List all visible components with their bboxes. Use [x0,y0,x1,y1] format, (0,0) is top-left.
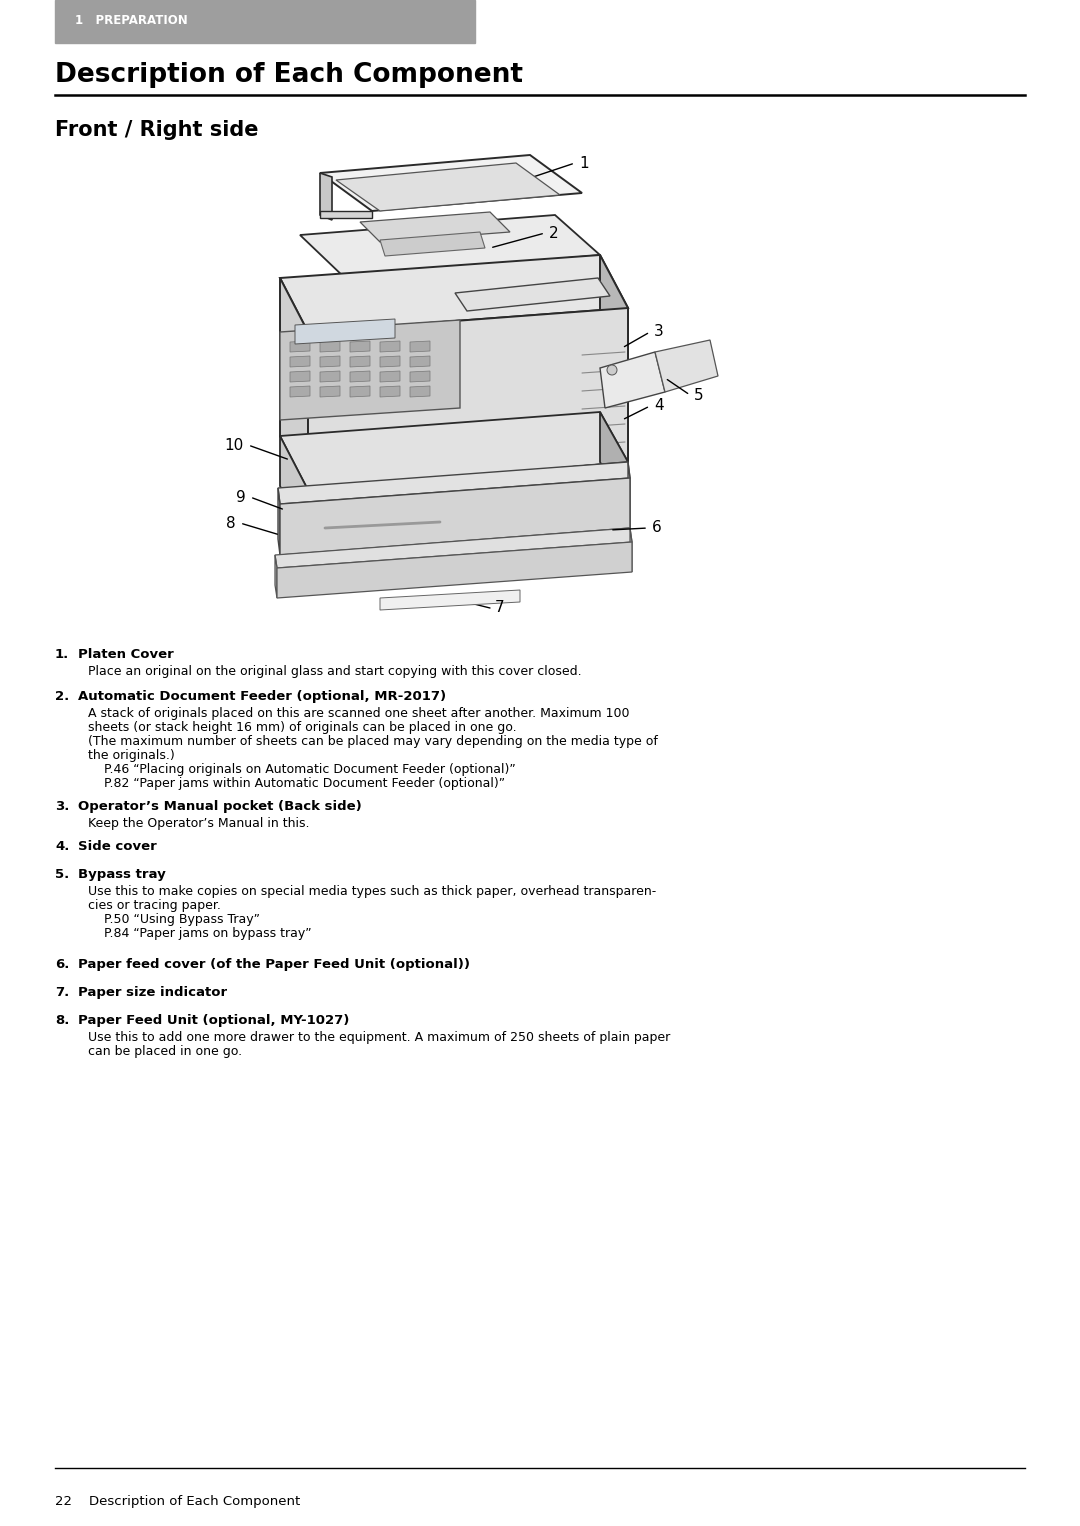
Text: Paper size indicator: Paper size indicator [78,986,227,1000]
Polygon shape [278,488,280,555]
Polygon shape [380,340,400,353]
Polygon shape [455,278,610,311]
Text: 2.: 2. [55,690,69,703]
Text: P.46 “Placing originals on Automatic Document Feeder (optional)”: P.46 “Placing originals on Automatic Doc… [87,763,516,777]
Polygon shape [350,340,370,353]
Text: Operator’s Manual pocket (Back side): Operator’s Manual pocket (Back side) [78,800,362,813]
Polygon shape [380,356,400,366]
Polygon shape [280,320,460,420]
Text: cies or tracing paper.: cies or tracing paper. [87,899,221,913]
Text: 7: 7 [495,601,504,615]
Polygon shape [410,356,430,366]
Text: Automatic Document Feeder (optional, MR-2017): Automatic Document Feeder (optional, MR-… [78,690,446,703]
Text: Use this to make copies on special media types such as thick paper, overhead tra: Use this to make copies on special media… [87,885,657,897]
Polygon shape [295,319,395,343]
Polygon shape [320,172,332,220]
Polygon shape [350,356,370,366]
Polygon shape [380,591,519,610]
Text: 8.: 8. [55,1013,69,1027]
Polygon shape [280,478,630,555]
Text: 8: 8 [227,516,237,531]
Text: P.50 “Using Bypass Tray”: P.50 “Using Bypass Tray” [87,913,260,926]
Polygon shape [320,386,340,397]
Polygon shape [280,436,308,540]
Text: Front / Right side: Front / Right side [55,121,258,140]
Text: 10: 10 [225,438,244,453]
Polygon shape [350,386,370,397]
Text: Paper feed cover (of the Paper Feed Unit (optional)): Paper feed cover (of the Paper Feed Unit… [78,958,470,971]
Text: 3: 3 [654,325,664,339]
Polygon shape [320,371,340,382]
Text: 4.: 4. [55,839,69,853]
Polygon shape [410,386,430,397]
Text: 1   PREPARATION: 1 PREPARATION [75,15,188,27]
Text: P.82 “Paper jams within Automatic Document Feeder (optional)”: P.82 “Paper jams within Automatic Docume… [87,777,505,790]
Text: 6.: 6. [55,958,69,971]
Polygon shape [280,278,308,490]
Polygon shape [280,255,627,333]
Text: Place an original on the original glass and start copying with this cover closed: Place an original on the original glass … [87,665,582,678]
Text: Platen Cover: Platen Cover [78,649,174,661]
Polygon shape [630,528,632,572]
Polygon shape [320,156,582,211]
Text: (The maximum number of sheets can be placed may vary depending on the media type: (The maximum number of sheets can be pla… [87,736,658,748]
Text: 7.: 7. [55,986,69,1000]
Polygon shape [300,215,600,278]
Text: Use this to add one more drawer to the equipment. A maximum of 250 sheets of pla: Use this to add one more drawer to the e… [87,1032,671,1044]
Polygon shape [336,163,561,211]
Polygon shape [308,462,627,540]
Text: 22    Description of Each Component: 22 Description of Each Component [55,1495,300,1508]
Text: 4: 4 [654,398,663,414]
Polygon shape [360,212,510,243]
Polygon shape [600,412,627,513]
Text: 2: 2 [549,226,558,241]
Polygon shape [291,371,310,382]
Polygon shape [410,371,430,382]
Text: Paper Feed Unit (optional, MY-1027): Paper Feed Unit (optional, MY-1027) [78,1013,349,1027]
Polygon shape [278,462,630,504]
Polygon shape [308,308,627,490]
Text: 5: 5 [694,388,704,403]
Polygon shape [291,340,310,353]
Text: 3.: 3. [55,800,69,813]
Polygon shape [276,542,632,598]
Text: Keep the Operator’s Manual in this.: Keep the Operator’s Manual in this. [87,816,310,830]
Text: 9: 9 [237,490,246,505]
Text: sheets (or stack height 16 mm) of originals can be placed in one go.: sheets (or stack height 16 mm) of origin… [87,720,516,734]
Text: A stack of originals placed on this are scanned one sheet after another. Maximum: A stack of originals placed on this are … [87,707,630,720]
Polygon shape [291,386,310,397]
Polygon shape [320,340,340,353]
Polygon shape [380,232,485,256]
Circle shape [607,365,617,375]
Text: 1: 1 [579,156,589,171]
Text: can be placed in one go.: can be placed in one go. [87,1045,242,1058]
Polygon shape [410,340,430,353]
Polygon shape [291,356,310,366]
Polygon shape [380,386,400,397]
Polygon shape [627,462,630,528]
Text: Bypass tray: Bypass tray [78,868,165,881]
Polygon shape [380,371,400,382]
Text: Side cover: Side cover [78,839,157,853]
Text: P.84 “Paper jams on bypass tray”: P.84 “Paper jams on bypass tray” [87,926,312,940]
Polygon shape [600,353,665,407]
Text: the originals.): the originals.) [87,749,175,761]
Polygon shape [350,371,370,382]
Polygon shape [320,356,340,366]
Polygon shape [320,211,372,218]
Bar [55,0,475,43]
Polygon shape [275,528,632,568]
Polygon shape [275,555,276,598]
Text: 5.: 5. [55,868,69,881]
Text: 1.: 1. [55,649,69,661]
Polygon shape [280,412,627,490]
Text: Description of Each Component: Description of Each Component [55,63,523,89]
Text: 6: 6 [652,520,662,536]
Polygon shape [654,340,718,392]
Polygon shape [600,255,627,488]
